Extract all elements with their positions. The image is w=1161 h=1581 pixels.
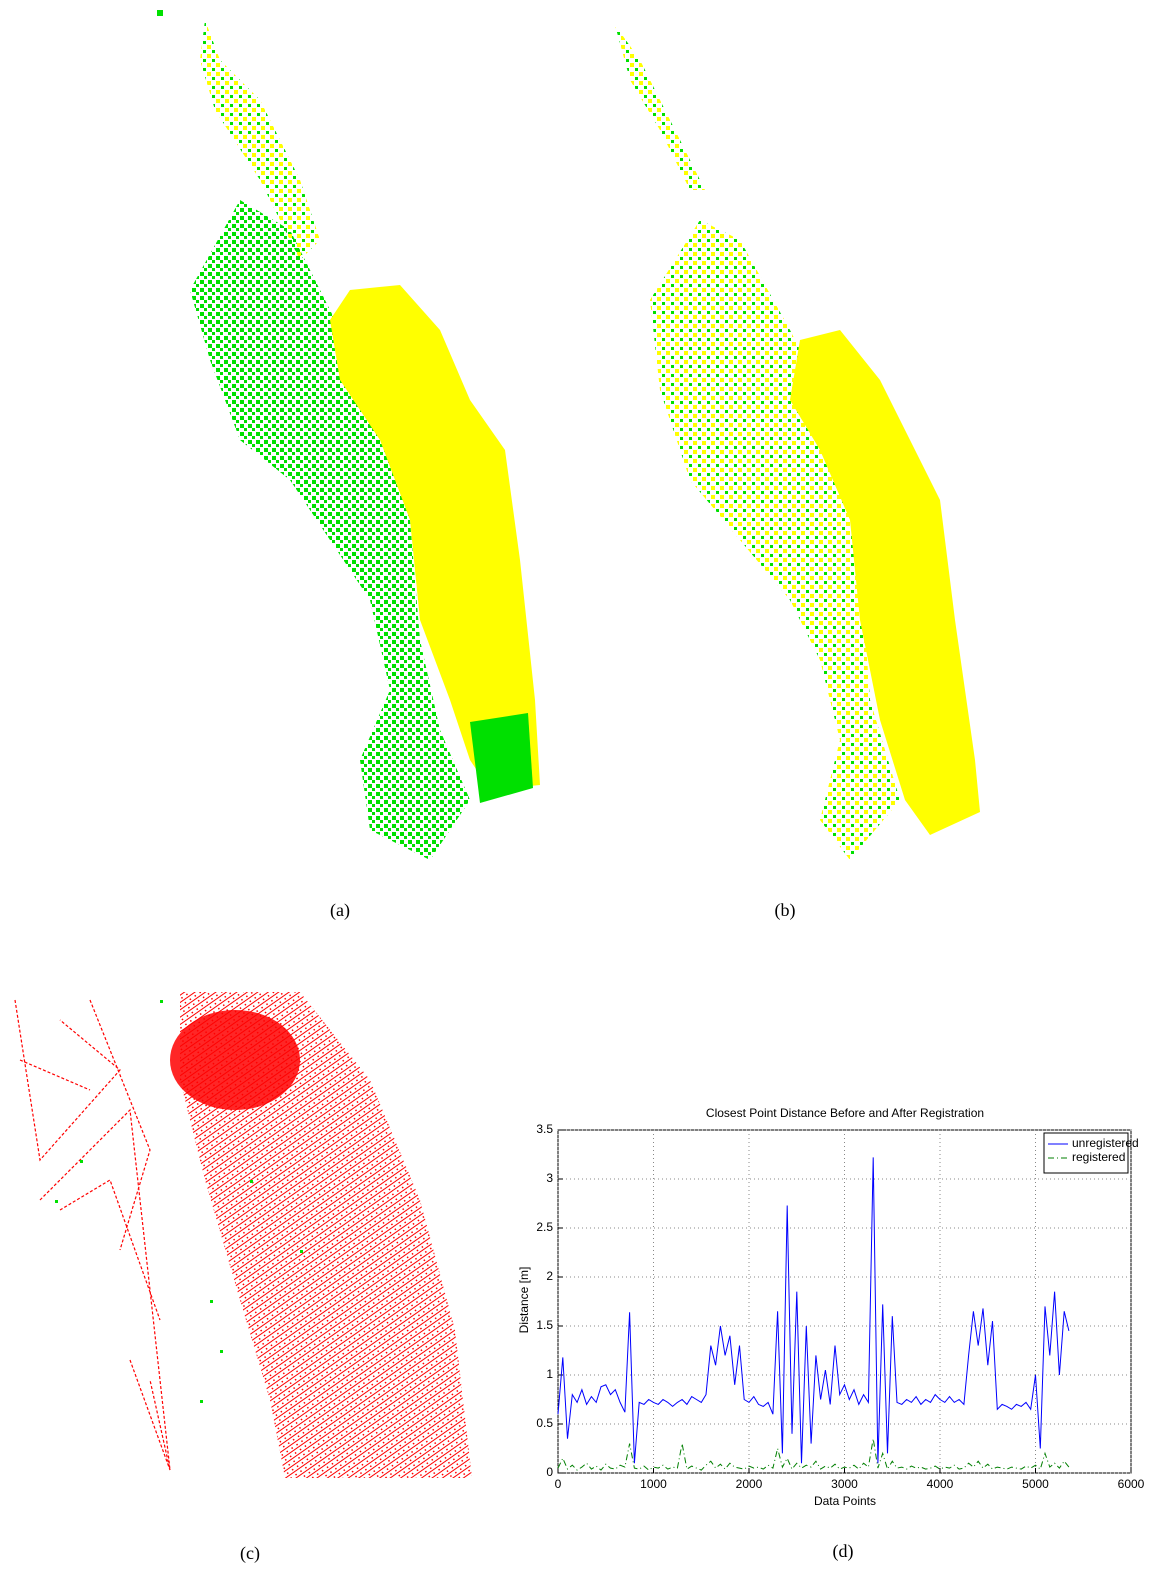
chart-title: Closest Point Distance Before and After … [706,1106,984,1120]
y-tick-label: 0 [546,1465,553,1479]
green-points [55,1000,303,1403]
cloud-yellow [330,285,540,790]
y-tick-label: 1 [546,1367,553,1381]
correspondence-lines [14,999,171,1471]
panel-c [14,992,472,1478]
legend-box [1043,1132,1129,1174]
x-tick-label: 3000 [831,1477,858,1491]
legend-label: registered [1072,1150,1125,1164]
panel-b [615,25,980,860]
x-tick-label: 1000 [640,1477,667,1491]
y-tick-label: 1.5 [536,1318,553,1332]
caption: (a) [330,900,350,921]
point [157,10,163,16]
y-axis-label: Distance [m] [517,1267,531,1334]
y-tick-label: 2.5 [536,1220,553,1234]
y-tick-label: 3 [546,1171,553,1185]
series-line [557,1157,1070,1464]
correspondence-core [170,1010,300,1110]
cloud-tail [200,20,320,260]
y-tick-label: 3.5 [536,1122,553,1136]
y-tick-label: 0.5 [536,1416,553,1430]
y-tick-label: 2 [546,1269,553,1283]
legend-label: unregistered [1072,1136,1139,1150]
caption: (b) [775,900,796,921]
x-tick-label: 2000 [736,1477,763,1491]
x-tick-label: 6000 [1118,1477,1145,1491]
x-axis-label: Data Points [814,1494,876,1508]
caption: (d) [833,1541,854,1562]
plot-area [557,1129,1132,1474]
caption: (c) [240,1543,260,1564]
cloud-speckle [650,220,900,860]
panel-d: Closest Point Distance Before and After … [517,1106,1144,1508]
cloud-green-block [470,713,533,803]
x-tick-label: 5000 [1022,1477,1049,1491]
x-tick-label: 0 [555,1477,562,1491]
cloud-tail [615,25,705,190]
panel-a [157,10,540,860]
series-line [557,1438,1070,1471]
x-tick-label: 4000 [927,1477,954,1491]
cloud-green [190,200,470,860]
correspondence-dense [180,992,472,1478]
cloud-yellow [790,330,980,835]
